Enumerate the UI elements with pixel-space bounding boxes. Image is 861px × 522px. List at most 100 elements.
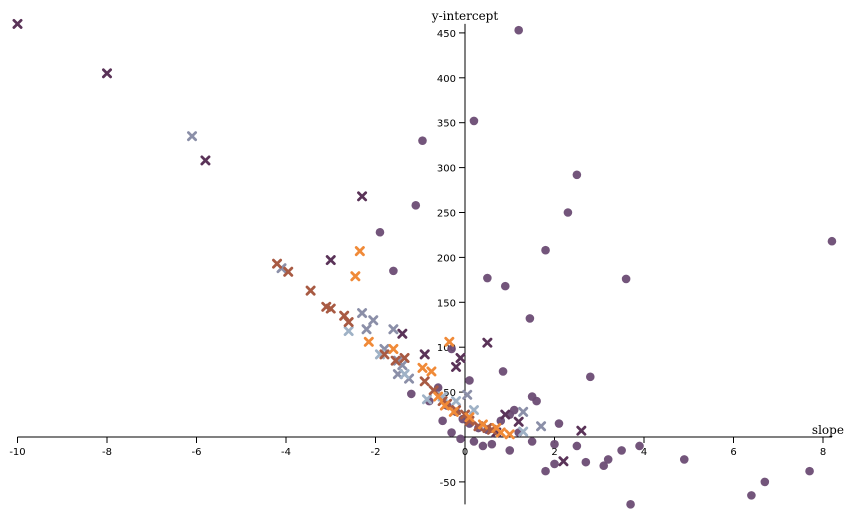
- data-point-x: [397, 360, 408, 371]
- data-point-circle: [509, 405, 519, 415]
- data-point-x: [187, 131, 198, 142]
- data-point-circle: [389, 266, 398, 276]
- data-point-circle: [478, 441, 488, 451]
- data-point-circle: [760, 477, 770, 487]
- data-point-x: [500, 409, 511, 420]
- data-point-x: [361, 324, 372, 335]
- axes: -10 -8 -6 -4 -2 0 2 4 6 8 -50 50 100 150 200 250 300 350…: [9, 9, 844, 505]
- data-point-x: [513, 416, 524, 427]
- data-point-x: [433, 391, 444, 402]
- data-point-x: [350, 271, 361, 282]
- data-point-x: [518, 406, 529, 417]
- x-tick-label: -2: [371, 447, 381, 458]
- data-point-x: [451, 396, 462, 407]
- data-point-circle: [635, 441, 644, 451]
- data-point-circle: [527, 437, 537, 446]
- x-tick-label: -10: [9, 447, 25, 458]
- data-point-x: [200, 155, 211, 166]
- data-point-circle: [626, 500, 635, 509]
- x-tick-label: 0: [462, 447, 468, 458]
- data-point-x: [363, 336, 374, 347]
- y-tick-label: -50: [440, 478, 456, 489]
- x-tick-label: -8: [102, 447, 112, 458]
- data-point-circle: [586, 372, 595, 382]
- data-point-x: [397, 328, 408, 339]
- data-point-x: [305, 285, 316, 296]
- data-point-circle: [581, 457, 591, 467]
- data-point-x: [379, 349, 390, 360]
- data-point-circle: [827, 236, 837, 246]
- data-point-x: [477, 419, 488, 430]
- y-tick-label: 100: [437, 343, 456, 354]
- data-point-circle: [532, 396, 541, 406]
- data-point-x: [576, 425, 587, 436]
- data-point-circle: [550, 459, 559, 469]
- data-point-circle: [469, 437, 479, 446]
- data-point-circle: [438, 416, 447, 426]
- data-point-circle: [747, 491, 756, 500]
- y-tick-label: 50: [443, 388, 456, 399]
- data-point-circle: [599, 461, 609, 471]
- data-point-circle: [525, 314, 535, 323]
- y-axis-ticks: -50 50 100 150 200 250 300 350 400 450: [437, 29, 465, 489]
- data-point-circle: [550, 439, 559, 449]
- data-points: [12, 18, 837, 509]
- data-point-x: [558, 456, 569, 467]
- data-point-x: [343, 317, 354, 328]
- y-tick-label: 250: [437, 209, 456, 220]
- data-point-x: [12, 18, 23, 29]
- data-point-x: [417, 362, 428, 373]
- data-point-circle: [418, 136, 427, 145]
- data-point-circle: [541, 466, 550, 476]
- data-point-x: [464, 412, 475, 423]
- data-point-x: [419, 376, 430, 387]
- y-tick-label: 350: [437, 119, 456, 130]
- y-tick-label: 200: [437, 253, 456, 264]
- data-point-x: [504, 429, 515, 440]
- data-point-x: [388, 343, 399, 354]
- x-axis-ticks: -10 -8 -6 -4 -2 0 2 4 6 8: [9, 437, 826, 458]
- data-point-x: [390, 355, 401, 366]
- data-point-x: [451, 361, 462, 372]
- x-tick-label: -6: [192, 447, 202, 458]
- data-point-circle: [621, 274, 631, 284]
- data-point-circle: [483, 273, 492, 283]
- data-point-x: [518, 426, 529, 437]
- data-point-x: [325, 303, 336, 314]
- x-tick-label: 8: [820, 447, 826, 458]
- data-point-x: [399, 369, 410, 380]
- data-point-circle: [487, 439, 497, 449]
- data-point-circle: [563, 208, 573, 217]
- data-point-x: [368, 315, 379, 326]
- data-point-x: [357, 308, 368, 319]
- data-point-circle: [500, 281, 510, 291]
- data-point-circle: [469, 116, 479, 126]
- data-point-x: [482, 337, 493, 348]
- data-point-circle: [456, 434, 465, 444]
- data-point-x: [448, 406, 459, 417]
- x-tick-label: 6: [730, 447, 736, 458]
- y-tick-label: 450: [437, 29, 456, 40]
- data-point-circle: [375, 227, 385, 237]
- data-point-x: [102, 68, 112, 79]
- data-point-x: [283, 266, 294, 277]
- data-point-circle: [447, 428, 456, 437]
- data-point-x: [357, 191, 368, 202]
- data-point-x: [468, 405, 479, 416]
- data-point-x: [399, 352, 410, 363]
- data-point-circle: [554, 419, 564, 428]
- data-point-x: [388, 324, 399, 335]
- data-point-x: [536, 421, 547, 432]
- data-point-circle: [572, 441, 582, 451]
- data-point-x: [421, 394, 432, 405]
- data-point-circle: [603, 455, 613, 464]
- data-point-x: [462, 389, 473, 400]
- y-tick-label: 400: [437, 74, 456, 85]
- x-tick-label: -4: [281, 447, 291, 458]
- data-point-circle: [617, 446, 626, 455]
- data-point-x: [419, 349, 430, 360]
- data-point-x: [495, 427, 506, 438]
- data-point-x: [343, 326, 354, 337]
- data-point-circle: [505, 446, 515, 455]
